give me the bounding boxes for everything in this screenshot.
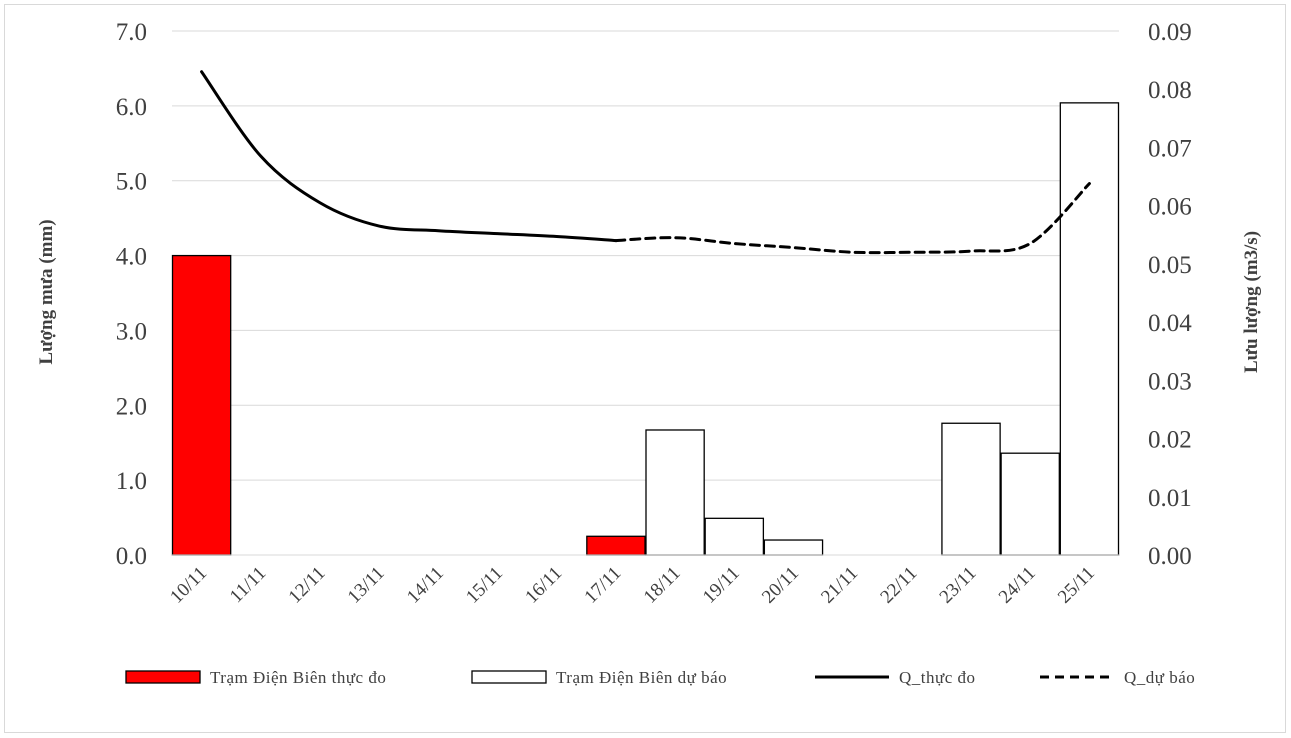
y2-axis-ticks: 0.00 0.01 0.02 0.03 0.04 0.05 0.06 0.07 0.08 0.09 xyxy=(1148,19,1192,570)
legend-swatch-observed xyxy=(125,670,201,684)
x-tick-label: 18/11 xyxy=(640,563,685,608)
bar-observed xyxy=(586,535,646,556)
y2-tick-label: 0.02 xyxy=(1148,427,1192,454)
x-tick-label: 14/11 xyxy=(403,563,448,608)
y-axis-ticks: 0.0 1.0 2.0 3.0 4.0 5.0 6.0 7.0 xyxy=(116,19,147,570)
y2-tick-label: 0.07 xyxy=(1148,135,1192,162)
y2-tick-label: 0.03 xyxy=(1148,368,1192,395)
y-tick-label: 5.0 xyxy=(116,169,147,196)
y-tick-label: 6.0 xyxy=(116,94,147,121)
x-tick-label: 17/11 xyxy=(580,563,625,608)
y-tick-label: 7.0 xyxy=(116,19,147,46)
legend-label: Q_dự báo xyxy=(1124,668,1195,687)
y2-tick-label: 0.08 xyxy=(1148,77,1192,104)
y2-tick-label: 0.06 xyxy=(1148,194,1192,221)
line-observed xyxy=(200,70,618,243)
y-tick-label: 2.0 xyxy=(116,393,147,420)
legend-item: Q_dự báo xyxy=(1040,668,1195,687)
x-tick-label: 22/11 xyxy=(876,563,921,608)
y-tick-label: 1.0 xyxy=(116,468,147,495)
y2-axis-label: Lưu lượng (m3/s) xyxy=(1241,231,1262,373)
bar-observed xyxy=(171,254,232,556)
legend-label: Trạm Điện Biên dự báo xyxy=(556,668,727,687)
legend: Trạm Điện Biên thực đo Trạm Điện Biên dự … xyxy=(125,668,1195,687)
x-tick-label: 21/11 xyxy=(817,563,862,608)
legend-swatch-forecast xyxy=(471,670,547,684)
bar-forecast xyxy=(763,539,824,556)
y-tick-label: 0.0 xyxy=(116,543,147,570)
x-tick-label: 12/11 xyxy=(285,563,330,608)
legend-item: Q_thực đo xyxy=(815,668,976,687)
bar-forecast xyxy=(1000,452,1060,556)
bar-forecast xyxy=(1059,102,1120,556)
x-tick-label: 24/11 xyxy=(995,563,1040,608)
x-tick-label: 25/11 xyxy=(1054,563,1099,608)
line-forecast xyxy=(614,182,1091,255)
x-tick-label: 23/11 xyxy=(936,563,981,608)
bars xyxy=(171,102,1120,556)
y2-tick-label: 0.05 xyxy=(1148,252,1192,279)
y-tick-label: 4.0 xyxy=(116,244,147,271)
y2-tick-label: 0.01 xyxy=(1148,485,1192,512)
x-tick-label: 19/11 xyxy=(699,563,744,608)
y-tick-label: 3.0 xyxy=(116,318,147,345)
legend-item: Trạm Điện Biên dự báo xyxy=(471,668,727,687)
gridlines xyxy=(172,30,1119,481)
y-axis-label: Lượng mưa (mm) xyxy=(36,219,57,364)
y2-tick-label: 0.09 xyxy=(1148,19,1192,46)
y2-tick-label: 0.00 xyxy=(1148,543,1192,570)
x-tick-label: 11/11 xyxy=(226,563,270,607)
legend-item: Trạm Điện Biên thực đo xyxy=(125,668,386,687)
y2-tick-label: 0.04 xyxy=(1148,310,1192,337)
bar-forecast xyxy=(704,517,765,556)
x-axis-ticks: 10/11 11/11 12/11 13/11 14/11 15/11 16/11 17/11… xyxy=(166,563,1099,608)
lines xyxy=(200,70,1091,255)
bar-forecast xyxy=(941,422,1001,556)
x-tick-label: 10/11 xyxy=(166,563,211,608)
bar-forecast xyxy=(645,429,705,556)
x-tick-label: 15/11 xyxy=(462,563,507,608)
x-tick-label: 20/11 xyxy=(758,563,803,608)
legend-label: Trạm Điện Biên thực đo xyxy=(210,668,386,687)
x-tick-label: 16/11 xyxy=(521,563,566,608)
x-tick-label: 13/11 xyxy=(344,563,389,608)
legend-label: Q_thực đo xyxy=(899,668,976,687)
